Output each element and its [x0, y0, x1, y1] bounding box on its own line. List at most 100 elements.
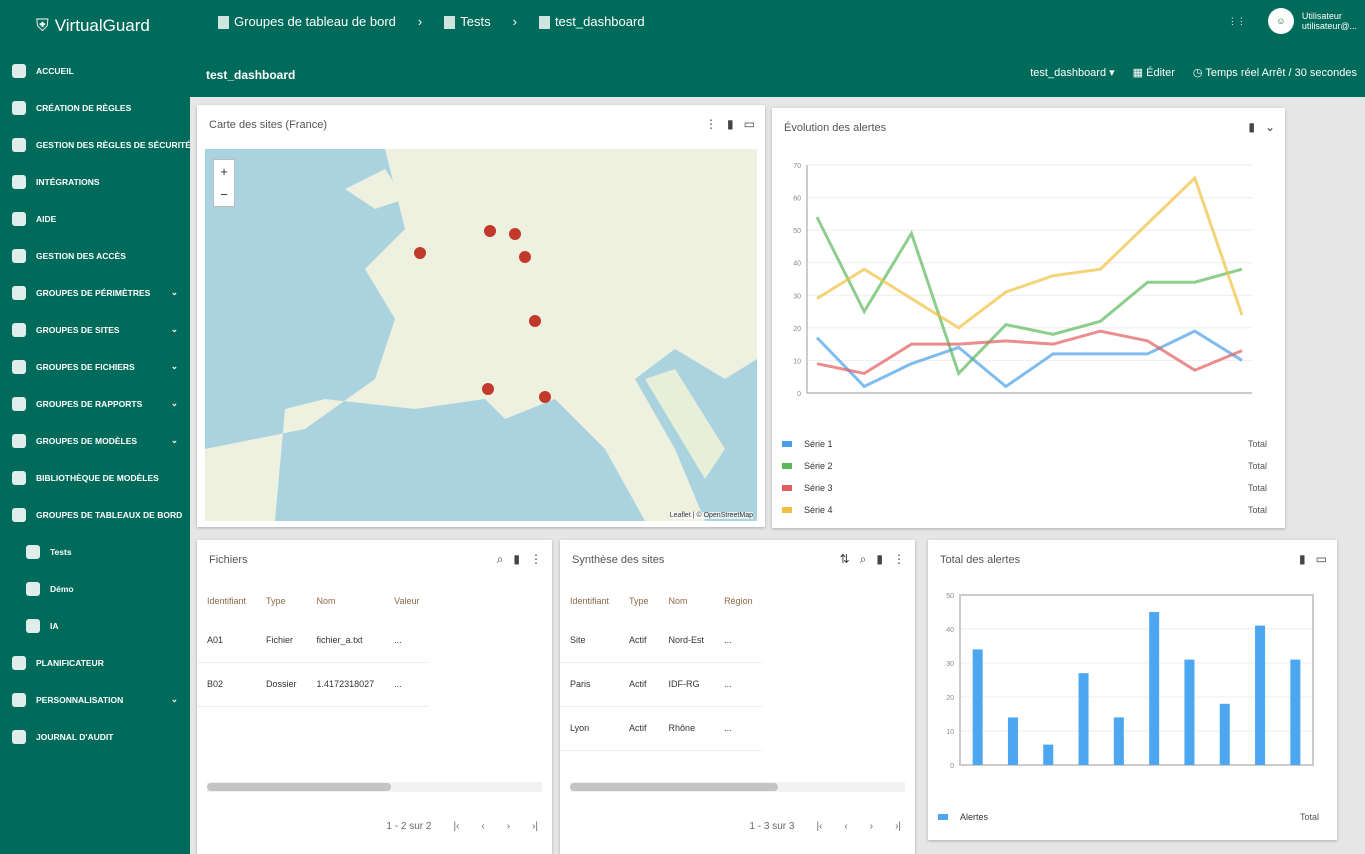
prev-page-button[interactable]: ‹: [481, 821, 485, 832]
column-header[interactable]: Type: [266, 596, 286, 606]
app-logo[interactable]: ⛨ VirtualGuard: [36, 16, 150, 35]
legend-item[interactable]: Série 3 Total: [782, 477, 1267, 499]
search-icon[interactable]: ⌕: [496, 552, 504, 566]
map[interactable]: [205, 149, 757, 521]
sidebar-item[interactable]: GROUPES DE RAPPORTS ⌄: [0, 385, 190, 422]
sidebar-item[interactable]: GROUPES DE FICHIERS ⌄: [0, 348, 190, 385]
table-cell: Rhône: [658, 706, 715, 751]
legend-item[interactable]: Série 1 Total: [782, 433, 1267, 455]
sidebar-item[interactable]: PLANIFICATEUR: [0, 644, 190, 681]
horizontal-scrollbar[interactable]: [207, 782, 542, 792]
download-icon[interactable]: ▮: [1248, 120, 1255, 134]
sidebar-item[interactable]: GROUPES DE SITES ⌄: [0, 311, 190, 348]
user-menu[interactable]: ⋮⋮ ☺ Utilisateur utilisateur@...: [1228, 8, 1357, 34]
more-icon[interactable]: ▭: [1315, 552, 1327, 566]
sidebar-item[interactable]: GROUPES DE TABLEAUX DE BORD⌃: [0, 496, 190, 533]
legend-swatch: [782, 485, 792, 491]
legend-item[interactable]: Série 2 Total: [782, 455, 1267, 477]
sidebar-item[interactable]: GROUPES DE PÉRIMÈTRES ⌄: [0, 274, 190, 311]
chevron-icon[interactable]: ⌄: [170, 324, 178, 334]
dashboard-icon: [26, 581, 40, 596]
sidebar-item[interactable]: JOURNAL D'AUDIT: [0, 718, 190, 755]
sidebar-item[interactable]: INTÉGRATIONS: [0, 163, 190, 200]
first-page-button[interactable]: |‹: [816, 821, 823, 832]
bar: [1290, 659, 1301, 765]
refresh-control[interactable]: ◷ Temps réel Arrêt / 30 secondes: [1192, 67, 1357, 79]
horizontal-scrollbar[interactable]: [570, 782, 905, 792]
more-icon[interactable]: ⋮: [530, 552, 542, 566]
sidebar-item[interactable]: GESTION DES RÈGLES DE SÉCURITÉ: [0, 126, 190, 163]
next-page-button[interactable]: ›: [869, 821, 874, 832]
breadcrumb-item[interactable]: Tests: [444, 14, 491, 30]
chart-icon: ▦: [1132, 67, 1144, 79]
sidebar-item[interactable]: CRÉATION DE RÈGLES: [0, 89, 190, 126]
expand-icon[interactable]: ▭: [743, 117, 755, 131]
sidebar-item[interactable]: Démo: [0, 570, 190, 607]
first-page-button[interactable]: |‹: [453, 821, 460, 832]
more-icon[interactable]: ⌄: [1264, 120, 1275, 134]
grid-icon[interactable]: ⋮⋮: [1227, 15, 1246, 26]
last-page-button[interactable]: ›|: [532, 821, 538, 832]
column-header[interactable]: Identifiant: [570, 596, 610, 606]
bar: [1219, 703, 1230, 765]
table-row[interactable]: A01 Fichier fichier_a.txt...: [197, 618, 430, 663]
dashboard-select[interactable]: test_dashboard ▾: [1030, 67, 1115, 79]
table-row[interactable]: B02 Dossier 1.4172318027...: [197, 662, 430, 707]
legend-swatch: [782, 463, 792, 469]
table-row[interactable]: Paris Actif IDF-RG...: [560, 662, 763, 707]
column-header[interactable]: Nom: [316, 596, 336, 606]
breadcrumb-item[interactable]: Groupes de tableau de bord: [218, 14, 396, 30]
chevron-icon[interactable]: ⌄: [170, 694, 178, 704]
prev-page-button[interactable]: ‹: [844, 821, 848, 832]
legend-item[interactable]: Série 4 Total: [782, 499, 1267, 521]
line-chart-panel: Évolution des alertes ▮ ⌄ 0 10 20 30 40 50 60 70…: [772, 108, 1285, 528]
sidebar-item[interactable]: AIDE: [0, 200, 190, 237]
more-icon[interactable]: ⋮: [705, 117, 718, 131]
dashboard-icon: [218, 16, 229, 30]
sidebar-item[interactable]: PERSONNALISATION ⌄: [0, 681, 190, 718]
sidebar-item[interactable]: GROUPES DE MODÈLES ⌄: [0, 422, 190, 459]
dashboard-icon: [538, 16, 550, 30]
zoom-out-button[interactable]: −: [220, 187, 228, 202]
sidebar-item[interactable]: BIBLIOTHÈQUE DE MODÈLES: [0, 459, 190, 496]
table-cell: Lyon: [560, 706, 620, 751]
last-page-button[interactable]: ›|: [895, 821, 901, 832]
chevron-icon[interactable]: ⌄: [170, 398, 178, 408]
y-tick-label: 10: [946, 729, 954, 736]
chevron-icon[interactable]: ⌄: [170, 361, 178, 371]
map-attribution[interactable]: Leaflet | © OpenStreetMap: [669, 512, 753, 519]
more-icon[interactable]: ⋮: [893, 552, 905, 566]
pagination: 1 - 3 sur 3 |‹ ‹ › ›|: [749, 821, 901, 832]
table-cell: Dossier: [256, 662, 307, 707]
sidebar-item[interactable]: GESTION DES ACCÈS: [0, 237, 190, 274]
table-row[interactable]: Site Actif Nord-Est...: [560, 618, 763, 663]
sidebar-item[interactable]: ACCUEIL: [0, 52, 190, 89]
table-row[interactable]: Lyon Actif Rhône...: [560, 706, 763, 751]
next-page-button[interactable]: ›: [506, 821, 511, 832]
search-icon[interactable]: ⌕: [859, 552, 867, 566]
download-icon[interactable]: ▮: [513, 552, 520, 566]
clock-icon: [12, 655, 26, 670]
filter-icon[interactable]: ⇅: [839, 552, 850, 566]
zoom-in-button[interactable]: +: [220, 164, 228, 179]
column-header[interactable]: Identifiant: [207, 596, 247, 606]
chevron-icon[interactable]: ⌄: [170, 435, 178, 445]
column-header[interactable]: Valeur: [394, 596, 420, 606]
legend-item[interactable]: Alertes Total: [938, 806, 1319, 828]
download-icon[interactable]: ▮: [876, 552, 883, 566]
map-panel: Carte des sites (France) ⋮ ▮ ▭ + − Leaflet…: [197, 105, 765, 527]
column-header[interactable]: Nom: [668, 596, 688, 606]
pagination: 1 - 2 sur 2 |‹ ‹ › ›|: [386, 821, 538, 832]
column-header[interactable]: Région: [724, 596, 753, 606]
table-cell: Actif: [619, 662, 659, 707]
download-icon[interactable]: ▮: [1299, 552, 1306, 566]
breadcrumb-item[interactable]: test_dashboard: [538, 14, 645, 30]
y-tick-label: 0: [797, 391, 801, 398]
chevron-icon[interactable]: ⌄: [170, 287, 178, 297]
column-header[interactable]: Type: [629, 596, 649, 606]
sidebar-item[interactable]: IA: [0, 607, 190, 644]
download-icon[interactable]: ▮: [727, 117, 734, 131]
edit-button[interactable]: ▦ Éditer: [1132, 67, 1175, 79]
avatar: ☺: [1267, 8, 1294, 34]
sidebar-item[interactable]: Tests: [0, 533, 190, 570]
